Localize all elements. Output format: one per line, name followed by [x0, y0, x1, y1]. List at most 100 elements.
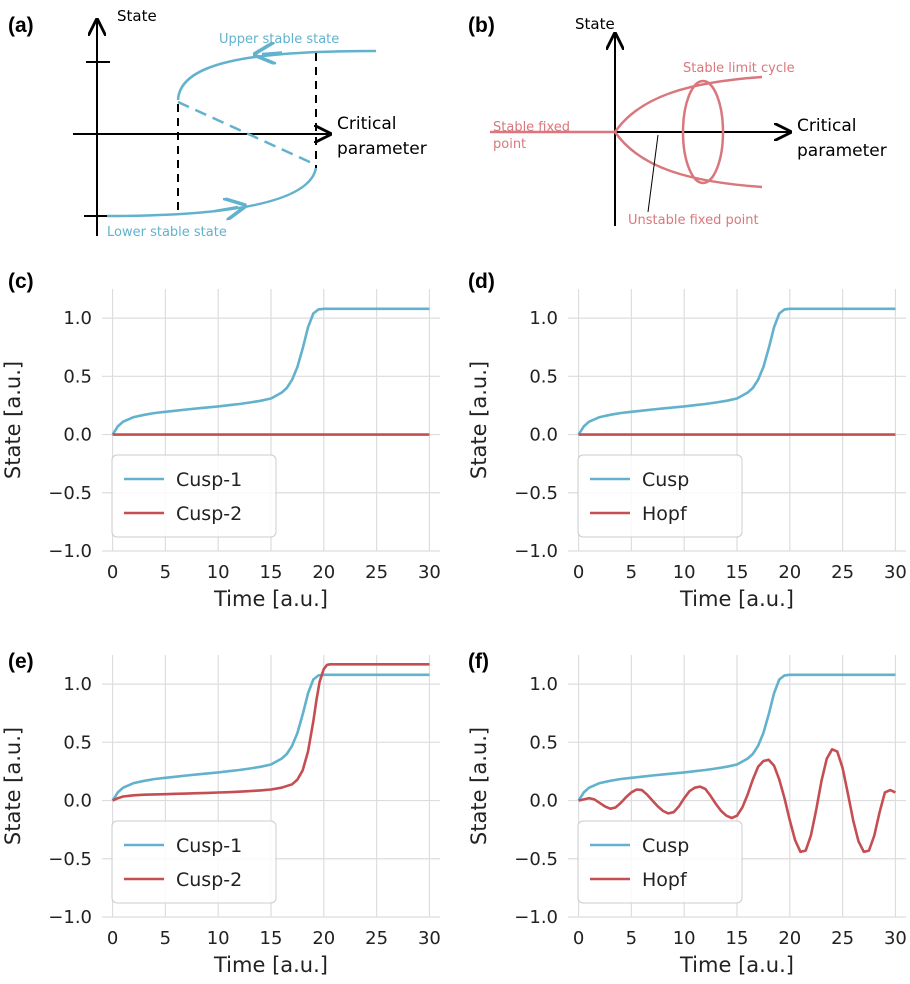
y-tick-label: −1.0: [48, 541, 92, 562]
y-tick-label: −0.5: [514, 483, 558, 504]
x-tick-label: 20: [312, 928, 335, 949]
x-tick-label: 15: [726, 928, 749, 949]
y-tick-label: 0.5: [63, 732, 92, 753]
legend-box: [577, 820, 743, 904]
x-tick-label: 10: [673, 562, 696, 583]
diagram-a-upper-label: Upper stable state: [219, 32, 339, 47]
diagram-a: (a) State Critical parameter Upper stabl…: [8, 7, 427, 240]
y-tick-label: −0.5: [48, 849, 92, 870]
x-tick-label: 15: [260, 928, 283, 949]
y-tick-label: 0.0: [529, 791, 558, 812]
legend-box: [111, 820, 277, 904]
legend-label: Hopf: [642, 869, 688, 891]
y-tick-label: 1.0: [63, 674, 92, 695]
panel-label-a: (a): [8, 14, 34, 37]
diagram-b-parabola: [613, 75, 763, 189]
diagram-a-critical-label: Critical: [337, 114, 396, 134]
diagram-a-lower-branch: [106, 167, 318, 218]
x-axis-label: Time [a.u.]: [679, 953, 794, 977]
panel-label-e: (e): [8, 650, 34, 673]
series-line-hopf: [578, 748, 896, 854]
x-tick-label: 0: [573, 562, 584, 583]
x-tick-label: 30: [418, 928, 441, 949]
diagram-a-parameter-label: parameter: [337, 139, 427, 159]
legend-label: Hopf: [642, 503, 688, 525]
y-axis-label: State [a.u.]: [467, 727, 491, 845]
x-tick-label: 10: [207, 562, 230, 583]
y-tick-label: 0.0: [63, 791, 92, 812]
y-tick-label: 0.5: [529, 366, 558, 387]
legend-label: Cusp: [642, 835, 689, 857]
diagram-b-limit-cycle: [681, 79, 725, 185]
series-line-cusp: [577, 307, 896, 436]
legend-box: [111, 454, 277, 538]
y-tick-label: −1.0: [48, 907, 92, 928]
x-tick-label: 20: [312, 562, 335, 583]
chart-c: 0 5 10 15 20 25 30 −1.0 −0.5 0.0 0.5 1.0 Time [a.u.]…: [1, 289, 441, 611]
diagram-b-unstable-fixed-label: Unstable fixed point: [628, 213, 759, 228]
y-tick-label: 1.0: [63, 308, 92, 329]
y-axis-label: State [a.u.]: [1, 361, 25, 479]
y-axis-label: State [a.u.]: [1, 727, 25, 845]
diagram-b-critical-label: Critical: [797, 116, 856, 136]
diagram-b-stable-fixed-label-2: point: [493, 137, 526, 152]
diagram-a-unstable-branch: [177, 100, 313, 165]
x-tick-label: 25: [831, 562, 854, 583]
y-tick-label: −1.0: [514, 907, 558, 928]
x-tick-label: 25: [365, 928, 388, 949]
diagram-b-limit-cycle-label: Stable limit cycle: [683, 61, 795, 76]
series-line-cusp: [577, 673, 896, 802]
y-tick-label: 0.0: [63, 425, 92, 446]
legend-box: [577, 454, 743, 538]
x-tick-label: 5: [626, 562, 637, 583]
x-tick-label: 0: [107, 928, 118, 949]
x-tick-label: 25: [831, 928, 854, 949]
legend-label: Cusp: [642, 469, 689, 491]
legend-label: Cusp-2: [176, 869, 242, 891]
chart-e: 0 5 10 15 20 25 30 −1.0 −0.5 0.0 0.5 1.0 Time [a.u.]…: [1, 655, 441, 977]
panel-label-f: (f): [468, 650, 489, 673]
x-axis-label: Time [a.u.]: [679, 587, 794, 611]
y-tick-label: 0.5: [529, 732, 558, 753]
panel-label-c: (c): [8, 270, 34, 293]
diagram-a-lower-arrow: [214, 207, 238, 211]
legend-label: Cusp-1: [176, 835, 242, 857]
x-tick-label: 0: [573, 928, 584, 949]
x-tick-label: 5: [160, 562, 171, 583]
diagram-a-upper-arrow: [262, 53, 283, 55]
diagram-a-lower-label: Lower stable state: [107, 225, 227, 240]
y-tick-label: 0.5: [63, 366, 92, 387]
x-tick-label: 5: [626, 928, 637, 949]
diagram-b-stable-fixed-label: Stable fixed: [493, 120, 570, 135]
diagram-b-parameter-label: parameter: [797, 141, 887, 161]
x-tick-label: 30: [418, 562, 441, 583]
legend-label: Cusp-1: [176, 469, 242, 491]
y-tick-label: 1.0: [529, 308, 558, 329]
x-axis-label: Time [a.u.]: [213, 587, 328, 611]
chart-d: 0 5 10 15 20 25 30 −1.0 −0.5 0.0 0.5 1.0 Time [a.u.]…: [467, 289, 907, 611]
panel-label-b: (b): [468, 14, 495, 37]
x-tick-label: 20: [778, 562, 801, 583]
series-line-cusp-1: [111, 307, 430, 436]
x-tick-label: 20: [778, 928, 801, 949]
x-tick-label: 15: [260, 562, 283, 583]
x-tick-label: 25: [365, 562, 388, 583]
x-tick-label: 10: [207, 928, 230, 949]
x-tick-label: 5: [160, 928, 171, 949]
diagram-b-state-label: State: [575, 15, 615, 33]
diagram-a-upper-branch: [176, 49, 377, 101]
x-tick-label: 0: [107, 562, 118, 583]
x-axis-label: Time [a.u.]: [213, 953, 328, 977]
x-tick-label: 30: [884, 562, 907, 583]
legend-label: Cusp-2: [176, 503, 242, 525]
y-tick-label: −1.0: [514, 541, 558, 562]
diagram-a-state-label: State: [117, 7, 157, 25]
diagram-b-pointer: [647, 134, 659, 213]
y-tick-label: −0.5: [48, 483, 92, 504]
series-line-cusp-2: [112, 663, 430, 802]
x-tick-label: 30: [884, 928, 907, 949]
x-tick-label: 15: [726, 562, 749, 583]
panel-label-d: (d): [468, 270, 495, 293]
series-line-cusp-1: [111, 673, 430, 802]
y-tick-label: 1.0: [529, 674, 558, 695]
